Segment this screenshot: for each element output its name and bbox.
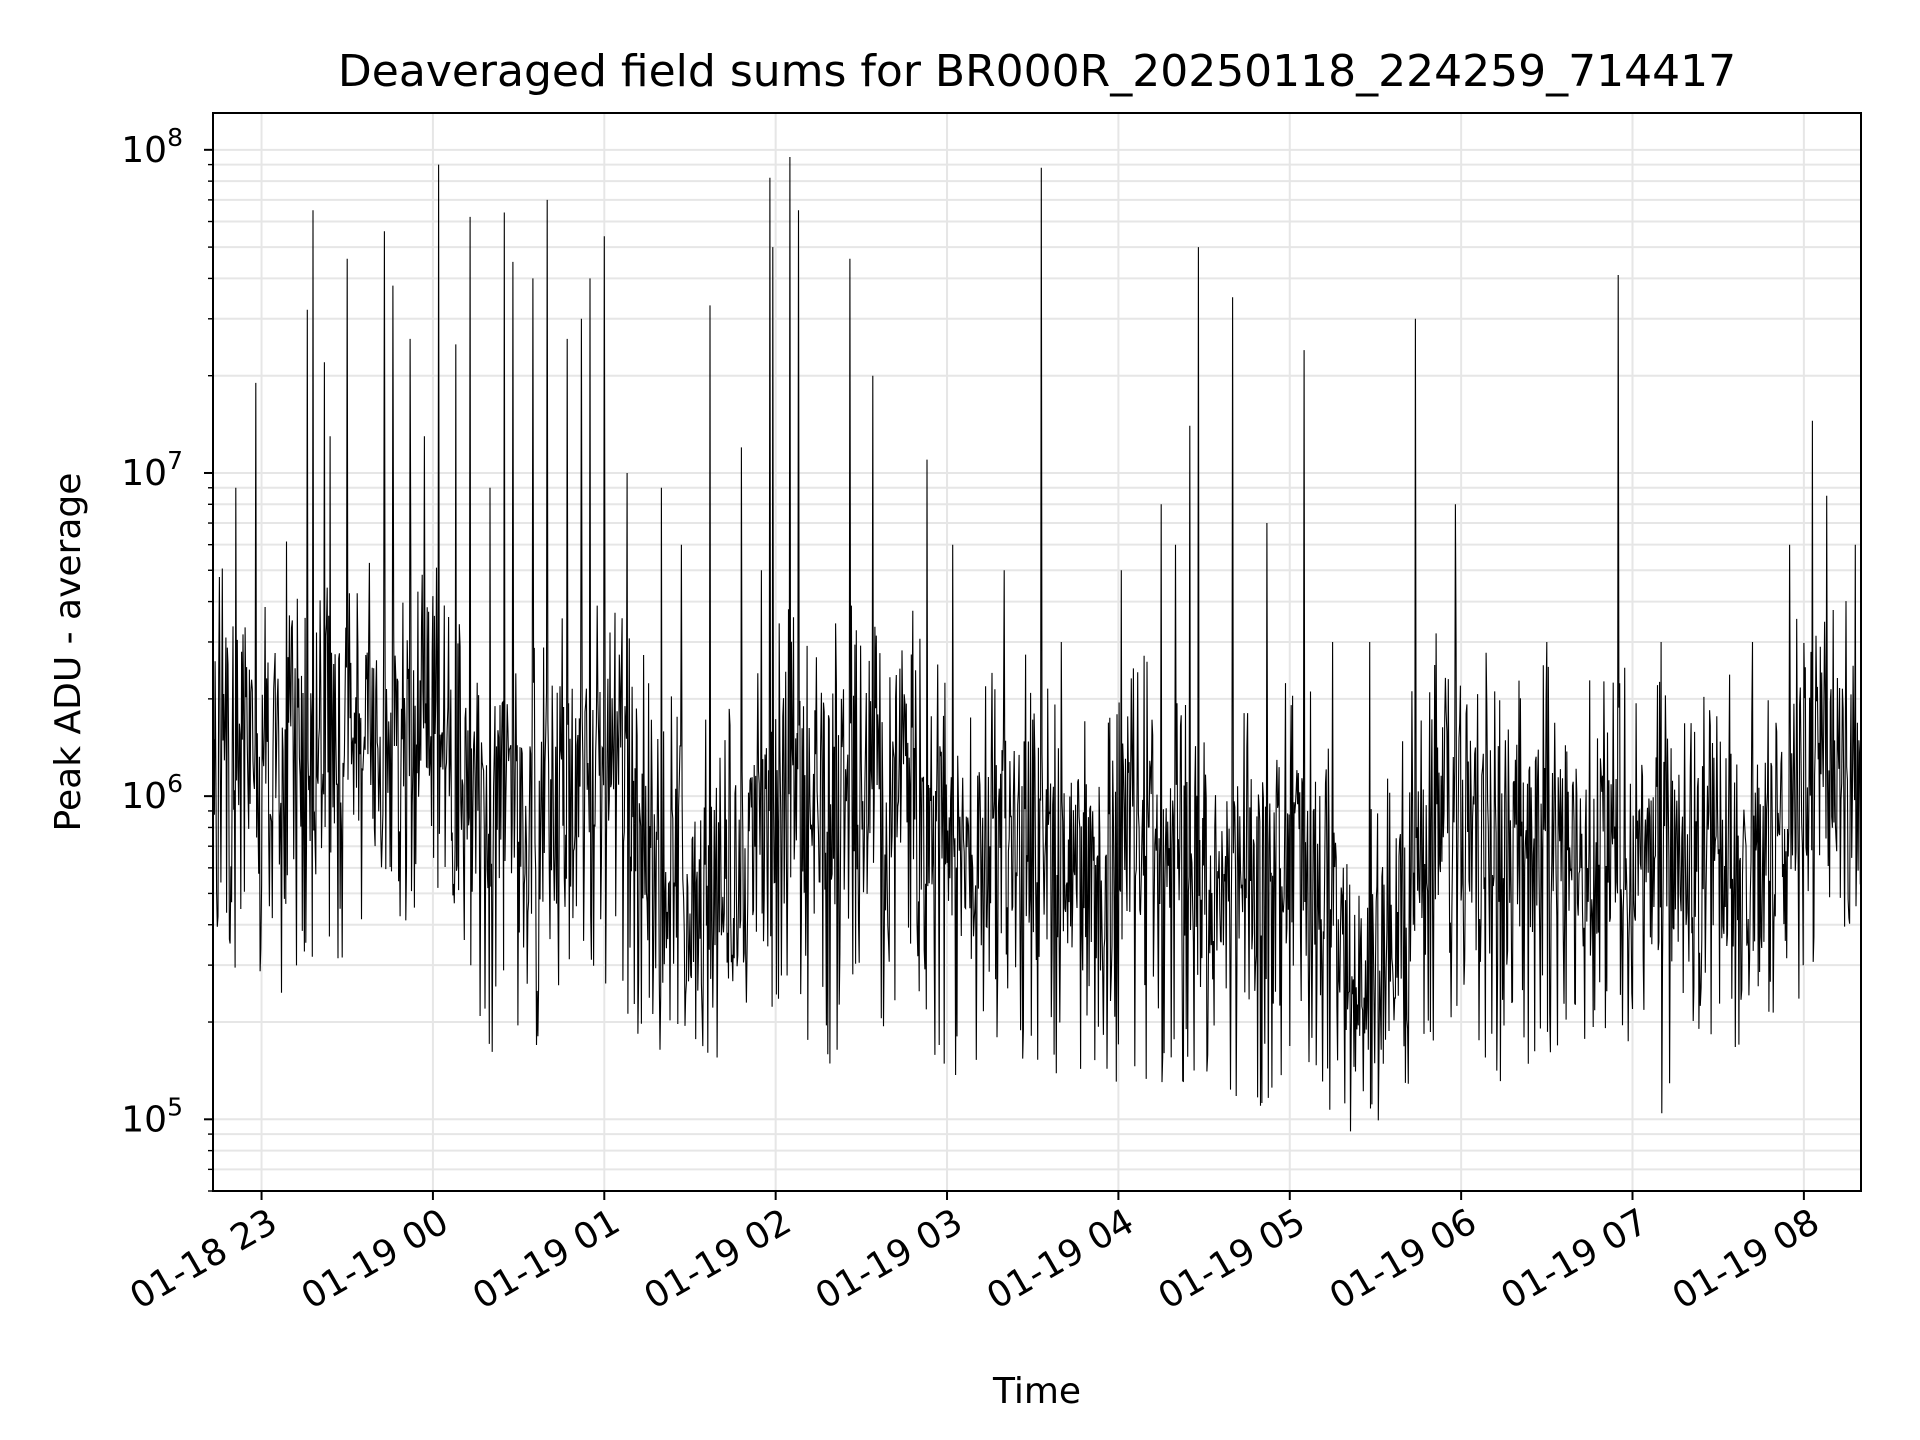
x-axis-ticks: 01-18 23 01-19 00 01-19 01 01-19 02 01-19 03… <box>123 1191 1826 1318</box>
data-series <box>212 156 1862 1132</box>
x-tick-label: 01-19 03 <box>809 1201 970 1317</box>
chart-title: Deaveraged field sums for BR000R_2025011… <box>338 46 1736 97</box>
x-tick-label: 01-19 01 <box>466 1201 627 1317</box>
x-tick-label: 01-19 00 <box>295 1201 456 1317</box>
x-tick-label: 01-19 04 <box>980 1201 1141 1317</box>
y-tick-label: 108 <box>121 123 183 171</box>
x-tick-label: 01-19 05 <box>1152 1201 1313 1317</box>
x-axis-label: Time <box>992 1371 1081 1412</box>
x-tick-label: 01-19 07 <box>1494 1201 1655 1317</box>
x-tick-label: 01-19 02 <box>637 1201 798 1317</box>
series-line <box>212 156 1862 1132</box>
y-axis-label: Peak ADU - average <box>48 473 89 832</box>
y-tick-label: 105 <box>121 1092 183 1140</box>
y-tick-label: 107 <box>121 446 183 494</box>
x-tick-label: 01-19 06 <box>1323 1201 1484 1317</box>
y-axis-ticks: 105 106 107 108 <box>121 123 213 1192</box>
x-tick-label: 01-18 23 <box>123 1201 284 1317</box>
y-tick-label: 106 <box>121 769 183 817</box>
plot-area-frame <box>212 112 1862 1192</box>
x-tick-label: 01-19 08 <box>1666 1201 1827 1317</box>
